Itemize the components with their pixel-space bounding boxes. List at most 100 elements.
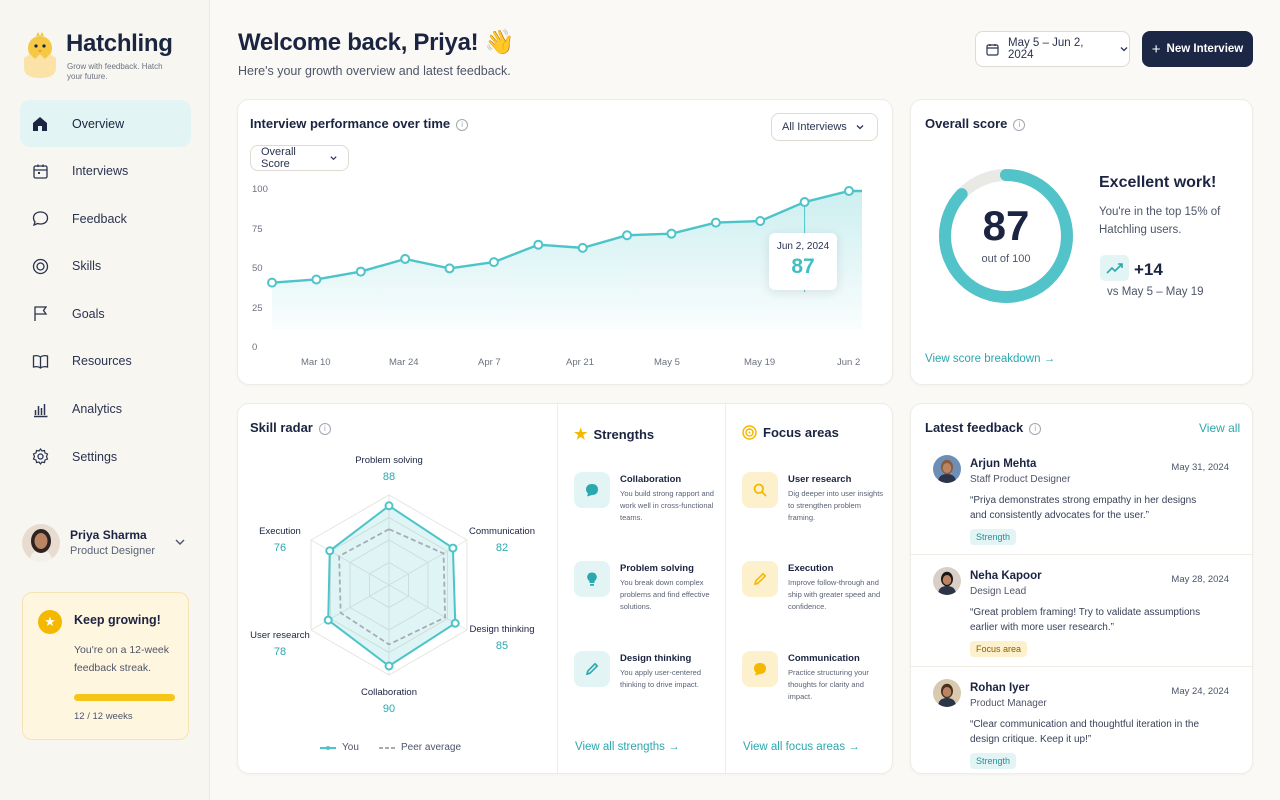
radar-axis-line — [310, 539, 390, 586]
sidebar-item-label: Overview — [72, 116, 125, 131]
sidebar-item-skills[interactable]: Skills — [20, 243, 191, 290]
feedback-author-role: Product Manager — [970, 698, 1047, 709]
sidebar-item-settings[interactable]: Settings — [20, 433, 191, 480]
metric-label: Overall Score — [261, 146, 296, 170]
overall-score-card — [910, 99, 1253, 385]
sidebar-item-goals[interactable]: Goals — [20, 290, 191, 337]
sidebar-item-feedback[interactable]: Feedback — [20, 195, 191, 242]
data-point — [755, 216, 766, 227]
radar-axis-name: User research — [250, 630, 310, 641]
user-name: Priya Sharma — [70, 528, 147, 542]
chat-bubble-icon — [30, 209, 50, 229]
focus-item-desc: Dig deeper into user insights to strengt… — [788, 489, 884, 522]
y-tick-label: 25 — [252, 302, 263, 314]
sidebar-item-analytics[interactable]: Analytics — [20, 386, 191, 433]
new-interview-label: New Interview — [1166, 43, 1244, 55]
star-icon: ★ — [574, 426, 588, 443]
chart-tooltip: Jun 2, 2024 87 — [769, 233, 837, 290]
strengths-item-desc: You break down complex problems and find… — [620, 578, 710, 611]
feedback-tag: Focus area — [970, 641, 1028, 657]
radar-axis-line — [310, 584, 390, 631]
metric-select[interactable]: Overall Score — [250, 145, 349, 171]
pencil-icon — [574, 651, 610, 687]
tooltip-date: Jun 2, 2024 — [776, 241, 830, 252]
sidebar-item-overview[interactable]: Overview — [20, 100, 191, 147]
performance-title: Interview performance over time i — [250, 116, 469, 131]
radar-point-you — [384, 661, 394, 671]
sidebar-item-label: Feedback — [72, 211, 127, 226]
sidebar-item-label: Analytics — [72, 402, 123, 417]
data-point — [355, 266, 366, 277]
bar-chart-icon — [30, 399, 50, 419]
radar-axis-label: Execution 76 — [230, 526, 330, 554]
feedback-quote: “Great problem framing! Try to validate … — [970, 607, 1201, 633]
feedback-author: Rohan Iyer — [970, 682, 1030, 694]
info-icon[interactable]: i — [1029, 422, 1042, 435]
feedback-date: May 28, 2024 — [1171, 574, 1229, 585]
x-tick-label: May 19 — [744, 357, 776, 368]
section-divider — [725, 404, 726, 773]
legend-you-label: You — [342, 742, 359, 753]
overall-score-title-text: Overall score — [925, 116, 1008, 131]
focus-item-desc: Practice structuring your thoughts for c… — [788, 668, 869, 701]
user-profile[interactable]: Priya Sharma Product Designer — [22, 522, 192, 566]
home-icon — [30, 114, 50, 134]
avatar — [933, 679, 961, 707]
feedback-tag: Strength — [970, 753, 1017, 769]
latest-feedback-title-text: Latest feedback — [925, 420, 1024, 435]
radar-point-you — [448, 543, 458, 553]
streak-weeks: 12 / 12 weeks — [74, 711, 133, 722]
focus-item-desc: Improve follow-through and ship with gre… — [788, 578, 881, 611]
data-point — [710, 217, 721, 228]
y-tick-label: 75 — [252, 223, 263, 235]
legend-swatch-peer — [379, 746, 395, 749]
radar-axis-label: Problem solving 88 — [339, 455, 439, 483]
strengths-item-title: Design thinking — [620, 653, 692, 664]
sidebar-item-label: Interviews — [72, 164, 129, 179]
brand-name: Hatchling — [66, 30, 173, 57]
legend-peer-label: Peer average — [401, 742, 462, 753]
data-point — [488, 257, 499, 268]
focus-areas-title-text: Focus areas — [763, 425, 839, 440]
new-interview-button[interactable]: + New Interview — [1142, 31, 1253, 67]
view-all-strengths-link[interactable]: View all strengths → — [575, 741, 680, 753]
feedback-quote: “Priya demonstrates strong empathy in he… — [970, 495, 1197, 521]
sidebar-item-interviews[interactable]: Interviews — [20, 148, 191, 195]
radar-axis-label: Communication 82 — [452, 526, 552, 554]
brand[interactable]: Hatchling Grow with feedback. Hatch your… — [20, 28, 173, 81]
view-all-focus-areas-link[interactable]: View all focus areas → — [743, 741, 860, 753]
interview-filter-select[interactable]: All Interviews — [771, 113, 878, 141]
radar-axis-label: Collaboration 90 — [339, 687, 439, 715]
plus-icon: + — [1151, 40, 1161, 58]
radar-axis-value: 90 — [382, 703, 396, 715]
page-title: Welcome back, Priya! 👋 — [238, 29, 515, 56]
data-point — [533, 239, 544, 250]
x-tick-label: Mar 24 — [389, 357, 419, 368]
radar-axis-name: Collaboration — [361, 687, 417, 698]
radar-axis-value: 76 — [273, 542, 287, 554]
info-icon[interactable]: i — [318, 422, 331, 435]
sidebar-item-resources[interactable]: Resources — [20, 338, 191, 385]
date-range-picker[interactable]: May 5 – Jun 2, 2024 — [975, 31, 1130, 67]
feedback-quote: “Clear communication and thoughtful iter… — [970, 719, 1200, 745]
chevron-down-icon[interactable] — [174, 535, 186, 553]
y-tick-label: 0 — [252, 342, 258, 353]
calendar-icon — [30, 161, 50, 181]
view-score-breakdown-link[interactable]: View score breakdown → — [925, 353, 1056, 365]
strengths-item-title: Collaboration — [620, 474, 682, 485]
x-tick-label: Apr 7 — [478, 357, 501, 368]
streak-text: You're on a 12-week feedback streak. — [74, 644, 170, 674]
data-point — [622, 230, 633, 241]
view-all-feedback-link[interactable]: View all — [1199, 421, 1241, 435]
info-icon[interactable]: i — [456, 118, 469, 131]
focus-item-title: Execution — [788, 563, 834, 574]
strengths-item-desc: You build strong rapport and work well i… — [620, 489, 714, 522]
focus-item-title: Communication — [788, 653, 860, 664]
sidebar-item-label: Skills — [72, 259, 102, 274]
score-delta: +14 — [1134, 260, 1163, 279]
y-tick-label: 50 — [252, 263, 263, 274]
sidebar: Hatchling Grow with feedback. Hatch your… — [0, 0, 210, 800]
info-icon[interactable]: i — [1013, 118, 1026, 131]
avatar — [933, 455, 961, 483]
